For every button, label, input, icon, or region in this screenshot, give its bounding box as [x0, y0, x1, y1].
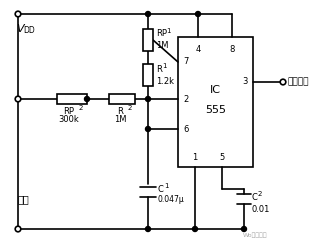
Text: 8: 8 — [229, 45, 235, 54]
Text: 555: 555 — [205, 105, 226, 115]
Text: Wo电工维库: Wo电工维库 — [243, 232, 267, 238]
Text: V: V — [16, 24, 24, 34]
Circle shape — [145, 97, 151, 102]
Text: 3: 3 — [243, 78, 248, 86]
Text: IC: IC — [210, 85, 221, 95]
Circle shape — [15, 226, 21, 232]
Text: 2: 2 — [128, 105, 132, 111]
Text: RP: RP — [64, 107, 74, 116]
Text: 4: 4 — [195, 45, 201, 54]
Circle shape — [15, 96, 21, 102]
Text: 1M: 1M — [156, 41, 169, 50]
Text: 1: 1 — [164, 183, 169, 189]
Text: 1.2k: 1.2k — [156, 78, 174, 86]
Text: 2: 2 — [258, 191, 262, 197]
Text: 2: 2 — [79, 105, 83, 111]
Circle shape — [145, 226, 151, 231]
Text: R: R — [117, 107, 123, 116]
Text: R: R — [156, 64, 162, 74]
Text: 1: 1 — [192, 153, 198, 162]
Text: 1M: 1M — [114, 115, 126, 124]
Text: 探头: 探头 — [18, 194, 30, 204]
Text: 7: 7 — [183, 58, 188, 66]
Text: RP: RP — [156, 29, 167, 39]
Bar — [143, 64, 153, 86]
Text: 300k: 300k — [59, 115, 79, 124]
Text: 0.01: 0.01 — [252, 205, 270, 213]
Circle shape — [280, 79, 286, 85]
Circle shape — [145, 126, 151, 131]
Text: 1: 1 — [162, 63, 167, 69]
Text: C: C — [252, 192, 258, 202]
Bar — [109, 94, 135, 104]
Bar — [178, 37, 253, 167]
Circle shape — [193, 226, 197, 231]
Circle shape — [195, 12, 201, 17]
Circle shape — [145, 12, 151, 17]
Bar — [143, 29, 153, 51]
Text: 1: 1 — [166, 28, 170, 34]
Text: 6: 6 — [183, 124, 188, 133]
Text: DD: DD — [23, 26, 35, 35]
Text: 接频率计: 接频率计 — [288, 78, 309, 86]
Text: 2: 2 — [183, 95, 188, 103]
Circle shape — [15, 11, 21, 17]
Text: 5: 5 — [219, 153, 225, 162]
Bar — [57, 94, 87, 104]
Circle shape — [241, 226, 247, 231]
Text: 0.047μ: 0.047μ — [158, 195, 185, 205]
Circle shape — [84, 97, 90, 102]
Text: C: C — [158, 185, 164, 193]
